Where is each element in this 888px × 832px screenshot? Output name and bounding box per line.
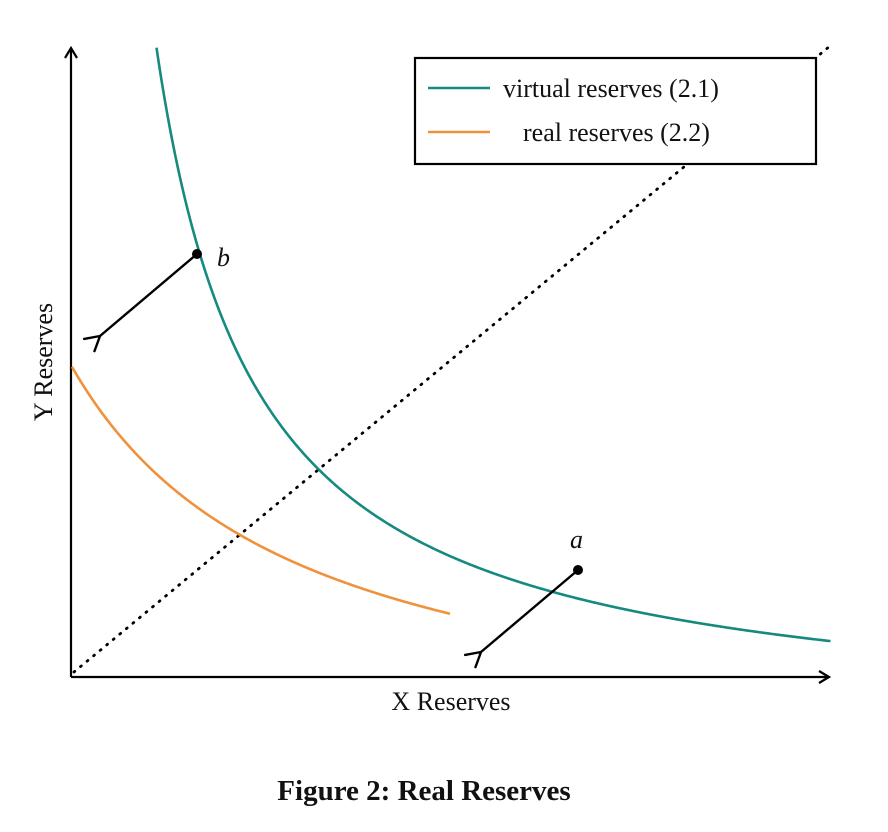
legend-label-real: real reserves (2.2) (523, 118, 710, 147)
point-b-label: b (217, 243, 230, 272)
arrow-from-a (463, 569, 579, 669)
point-a-label: a (570, 525, 583, 554)
point-a-marker (573, 565, 583, 575)
y-axis-label: Y Reserves (29, 303, 58, 421)
point-b-marker (192, 249, 202, 259)
legend: virtual reserves (2.1) real reserves (2.… (413, 56, 818, 166)
figure-caption: Figure 2: Real Reserves (277, 775, 570, 807)
x-axis-label: X Reserves (391, 687, 510, 716)
legend-label-virtual: virtual reserves (2.1) (503, 74, 719, 103)
virtual-reserves-curve (155, 47, 831, 643)
arrow-from-b (82, 253, 198, 353)
legend-box (413, 56, 818, 166)
real-reserves-curve (70, 366, 451, 616)
